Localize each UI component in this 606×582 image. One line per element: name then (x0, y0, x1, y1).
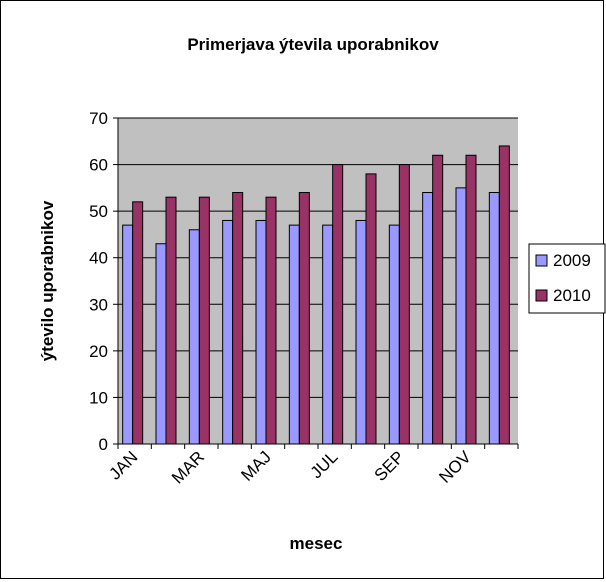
bar-2010-maj (265, 196, 277, 445)
y-axis-title: ýtevilo uporabnikov (38, 200, 57, 361)
bar-2009-dec (488, 192, 500, 445)
bar-2009-avg (355, 219, 367, 445)
y-tick-label: 30 (89, 295, 108, 314)
y-tick-label: 10 (89, 388, 108, 407)
bar-2009-okt (422, 192, 434, 445)
plot-area (118, 118, 518, 444)
x-tick-label-sep: SEP (371, 447, 408, 484)
bar-2010-avg (365, 173, 377, 445)
legend-swatch-2009 (535, 254, 548, 267)
gridlines (118, 117, 518, 398)
bar-2009-mar (188, 229, 200, 445)
x-tick-label-jul: JUL (307, 447, 342, 482)
x-tick-label-mar: MAR (168, 447, 208, 487)
bar-2009-jul (322, 224, 334, 445)
axes (113, 117, 519, 449)
bars (122, 145, 510, 445)
bar-2010-jun (298, 192, 310, 445)
bar-2010-dec (498, 145, 510, 445)
bar-2010-okt (432, 154, 444, 445)
y-tick-label: 60 (89, 156, 108, 175)
bar-2010-sep (398, 164, 410, 445)
x-tick-labels: JAN MAR MAJ JUL SEP NOV (105, 447, 475, 488)
bar-2009-jan (122, 224, 134, 445)
bar-2009-sep (388, 224, 400, 445)
bar-2010-nov (465, 154, 477, 445)
y-tick-label: 50 (89, 202, 108, 221)
x-tick-label-maj: MAJ (237, 447, 274, 484)
x-tick-label-jan: JAN (105, 447, 141, 483)
bar-2010-apr (232, 192, 244, 445)
x-axis-title: mesec (290, 534, 343, 553)
legend: 2009 2010 (528, 243, 606, 314)
y-tick-label: 70 (89, 109, 108, 128)
legend-swatch-2010 (535, 289, 548, 302)
bar-2010-mar (198, 196, 210, 445)
y-tick-label: 40 (89, 249, 108, 268)
legend-label-2009: 2009 (553, 251, 591, 270)
bar-2009-maj (255, 219, 267, 445)
bar-2009-jun (288, 224, 300, 445)
y-tick-label: 0 (99, 435, 108, 454)
legend-label-2010: 2010 (553, 286, 591, 305)
bar-2010-jan (132, 201, 144, 445)
bar-2010-feb (165, 196, 177, 445)
bar-2009-apr (222, 219, 234, 445)
bar-2009-feb (155, 243, 167, 445)
x-tick-label-nov: NOV (435, 447, 475, 487)
bar-2009-nov (455, 187, 467, 445)
chart-title: Primerjava ýtevila uporabnikov (187, 35, 439, 54)
bar-2010-jul (332, 164, 344, 445)
y-tick-labels: 0 10 20 30 40 50 60 70 (89, 109, 108, 454)
y-tick-label: 20 (89, 342, 108, 361)
